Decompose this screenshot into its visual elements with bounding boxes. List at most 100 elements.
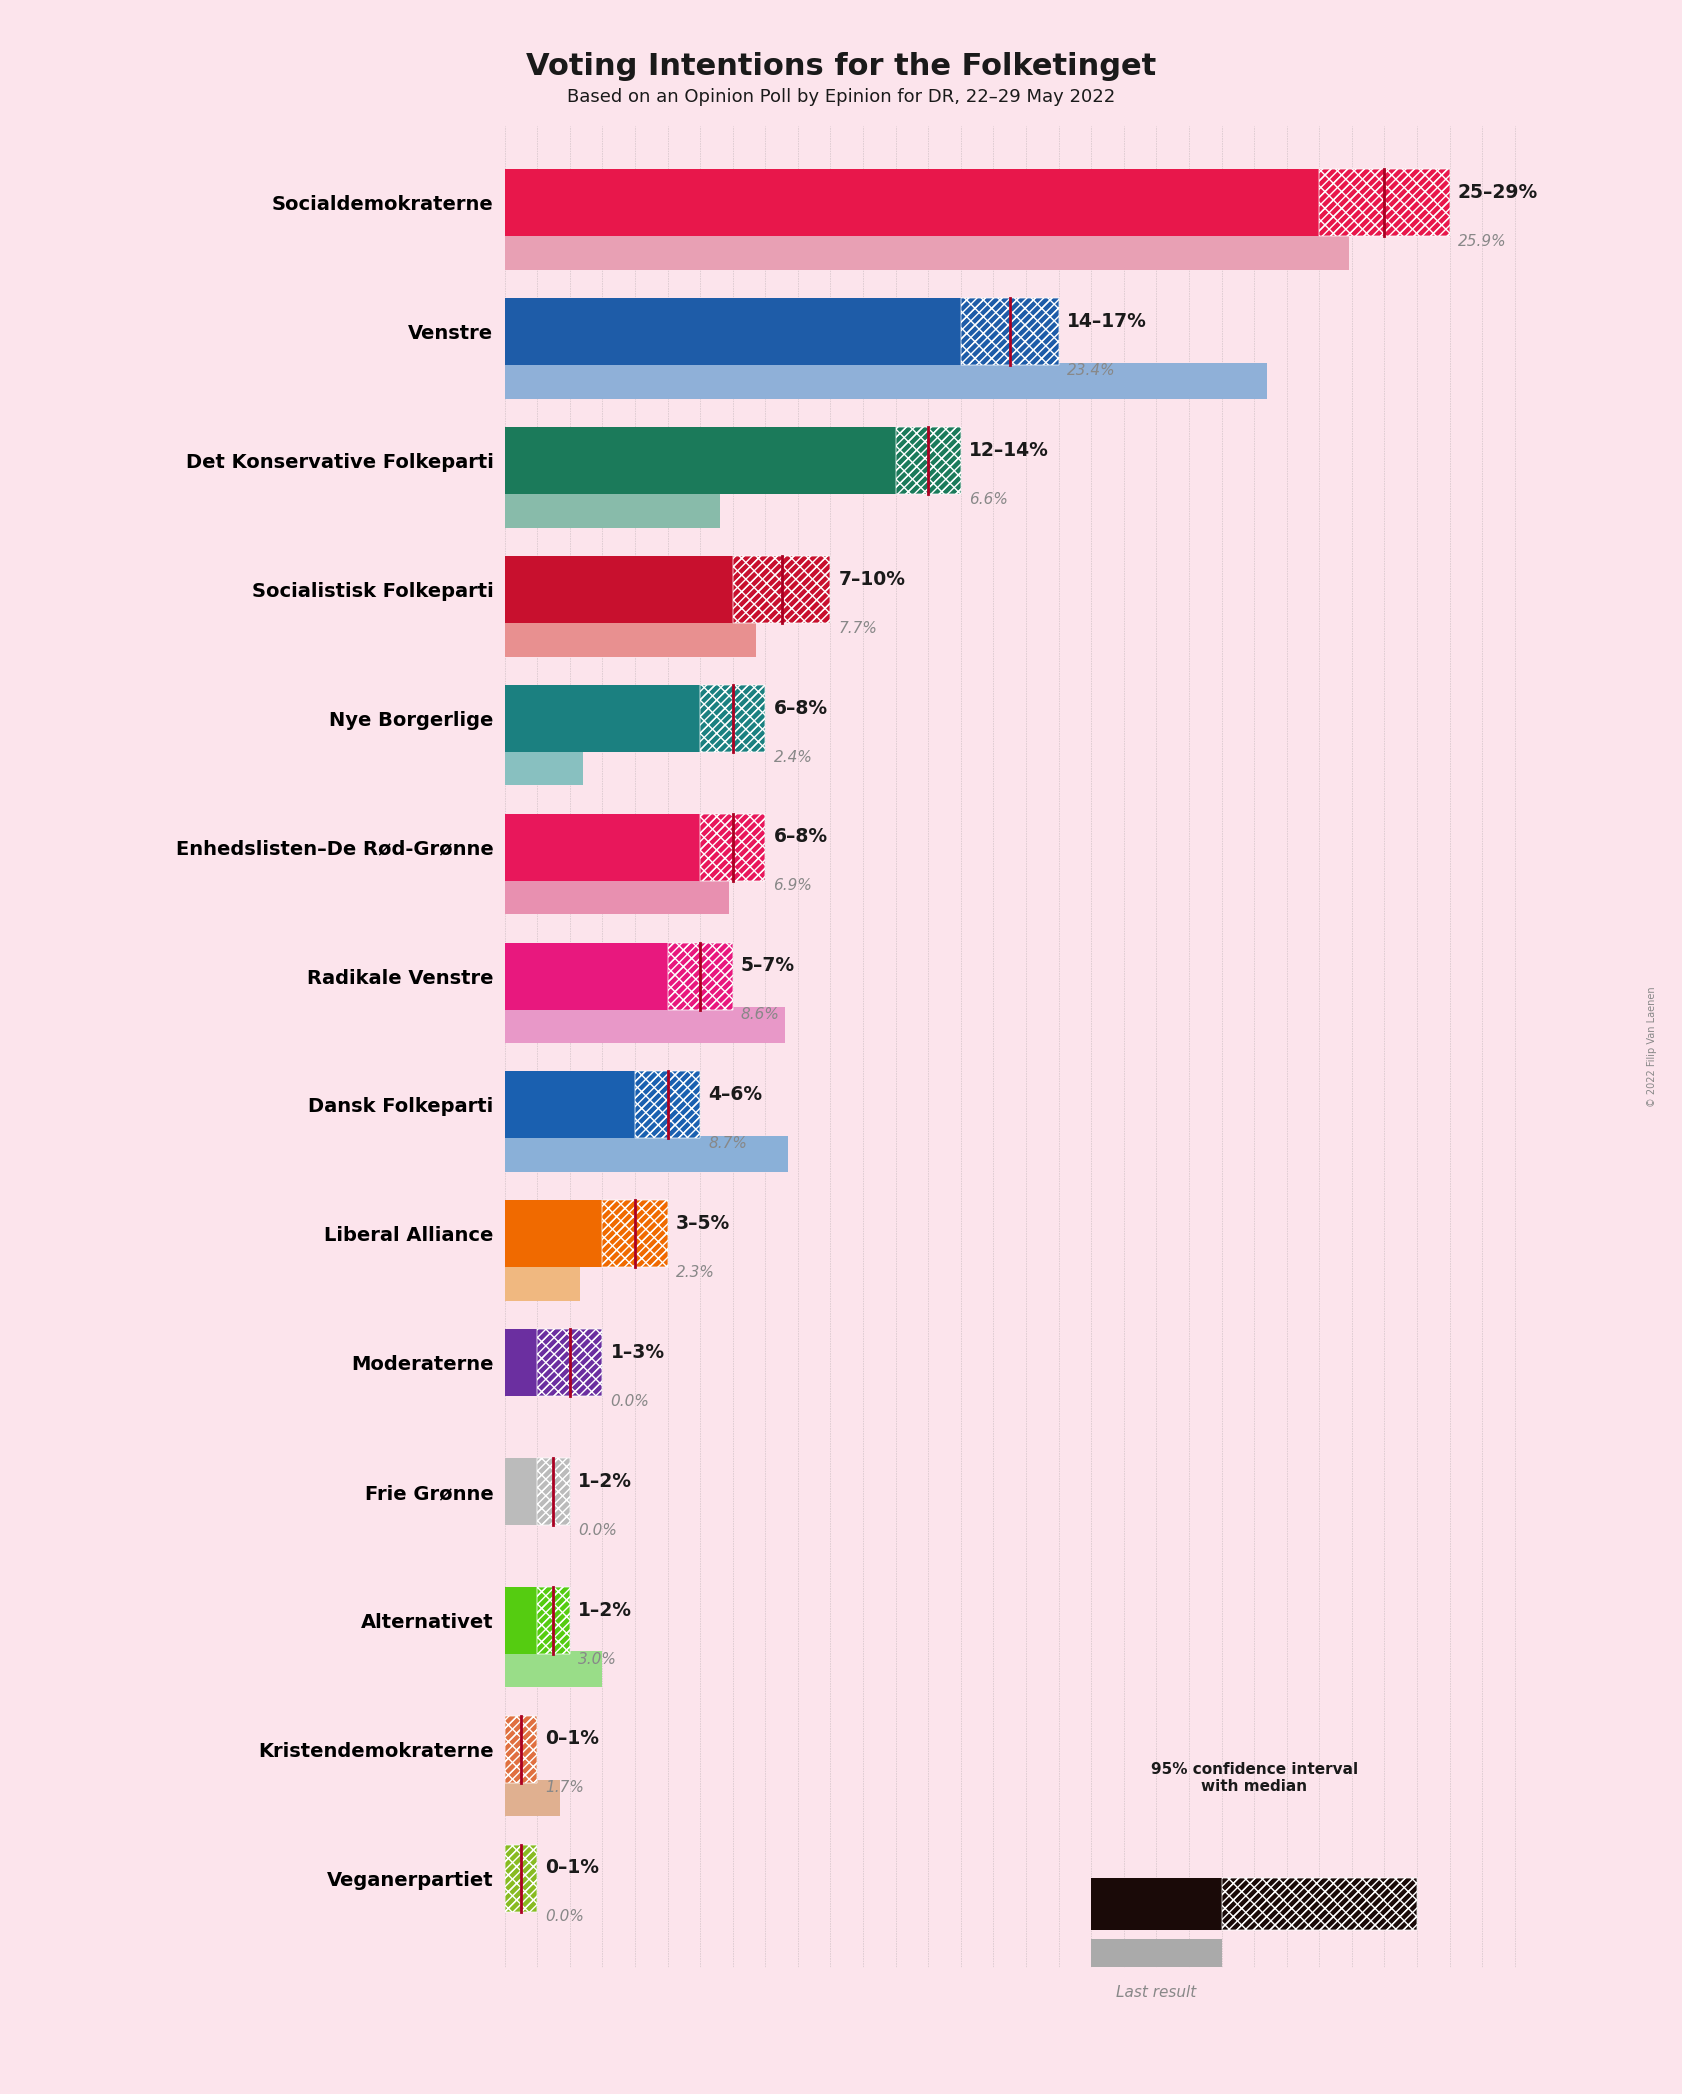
Text: 2.4%: 2.4%	[774, 750, 812, 764]
Text: Last result: Last result	[1117, 1985, 1196, 2000]
Bar	[505, 492, 720, 528]
Text: 5–7%: 5–7%	[740, 957, 796, 976]
Bar	[668, 942, 733, 1009]
Text: 6–8%: 6–8%	[774, 699, 828, 718]
Text: 0.0%: 0.0%	[611, 1395, 649, 1409]
Bar	[1092, 1939, 1221, 1966]
Bar	[505, 362, 1267, 398]
Text: 7.7%: 7.7%	[839, 620, 878, 637]
Text: 7–10%: 7–10%	[839, 570, 905, 588]
Bar	[505, 557, 733, 624]
Bar	[505, 1007, 785, 1043]
Bar	[537, 1330, 602, 1397]
Bar	[537, 1587, 570, 1654]
Bar	[960, 297, 1058, 364]
Bar	[505, 170, 1319, 237]
Bar	[1319, 170, 1450, 237]
Bar	[733, 557, 831, 624]
Bar	[700, 685, 765, 752]
Bar	[634, 1072, 700, 1139]
Bar	[537, 1587, 570, 1654]
Bar	[960, 297, 1058, 364]
Text: 1–2%: 1–2%	[579, 1600, 632, 1619]
Bar	[602, 1200, 668, 1267]
Bar	[960, 297, 1058, 364]
Bar	[505, 1457, 537, 1524]
Bar	[505, 750, 582, 785]
Text: 0.0%: 0.0%	[545, 1910, 584, 1924]
Text: 0–1%: 0–1%	[545, 1730, 599, 1748]
Text: © 2022 Filip Van Laenen: © 2022 Filip Van Laenen	[1647, 986, 1657, 1108]
Text: 0.0%: 0.0%	[579, 1522, 617, 1537]
Bar	[700, 685, 765, 752]
Text: Based on an Opinion Poll by Epinion for DR, 22–29 May 2022: Based on an Opinion Poll by Epinion for …	[567, 88, 1115, 107]
Bar	[895, 427, 960, 494]
Bar	[602, 1200, 668, 1267]
Bar	[505, 685, 700, 752]
Bar	[700, 685, 765, 752]
Text: 6.9%: 6.9%	[774, 877, 812, 894]
Bar	[505, 942, 668, 1009]
Bar	[895, 427, 960, 494]
Text: 2.3%: 2.3%	[676, 1265, 715, 1279]
Text: 4–6%: 4–6%	[708, 1085, 762, 1104]
Bar	[505, 1845, 537, 1912]
Bar	[634, 1072, 700, 1139]
Bar	[537, 1457, 570, 1524]
Bar	[1319, 170, 1450, 237]
Bar	[700, 815, 765, 882]
Bar	[668, 942, 733, 1009]
Bar	[1221, 1878, 1416, 1931]
Bar	[733, 557, 831, 624]
Text: 25–29%: 25–29%	[1458, 182, 1537, 203]
Text: 14–17%: 14–17%	[1066, 312, 1147, 331]
Text: 25.9%: 25.9%	[1458, 235, 1507, 249]
Bar	[505, 1780, 560, 1815]
Bar	[505, 1845, 537, 1912]
Bar	[505, 1200, 602, 1267]
Bar	[505, 1135, 789, 1173]
Bar	[505, 1715, 537, 1782]
Bar	[505, 297, 960, 364]
Text: 1.7%: 1.7%	[545, 1780, 584, 1795]
Bar	[505, 1715, 537, 1782]
Bar	[602, 1200, 668, 1267]
Bar	[1221, 1878, 1416, 1931]
Bar	[505, 877, 730, 915]
Bar	[537, 1457, 570, 1524]
Bar	[505, 1330, 537, 1397]
Bar	[505, 427, 895, 494]
Text: 23.4%: 23.4%	[1066, 362, 1115, 379]
Text: Voting Intentions for the Folketinget: Voting Intentions for the Folketinget	[526, 52, 1156, 82]
Text: 95% confidence interval
with median: 95% confidence interval with median	[1150, 1761, 1357, 1795]
Text: 6.6%: 6.6%	[969, 492, 1008, 507]
Bar	[505, 235, 1349, 270]
Bar	[1319, 170, 1450, 237]
Bar	[733, 557, 831, 624]
Bar	[895, 427, 960, 494]
Bar	[1092, 1878, 1221, 1931]
Bar	[505, 620, 755, 658]
Bar	[700, 815, 765, 882]
Text: 1–3%: 1–3%	[611, 1342, 664, 1361]
Bar	[537, 1330, 602, 1397]
Bar	[537, 1457, 570, 1524]
Bar	[634, 1072, 700, 1139]
Text: 8.7%: 8.7%	[708, 1137, 747, 1152]
Bar	[1221, 1878, 1416, 1931]
Bar	[505, 1715, 537, 1782]
Text: 6–8%: 6–8%	[774, 827, 828, 846]
Bar	[505, 815, 700, 882]
Bar	[668, 942, 733, 1009]
Text: 12–14%: 12–14%	[969, 442, 1050, 461]
Bar	[505, 1265, 580, 1300]
Bar	[505, 1587, 537, 1654]
Text: 3–5%: 3–5%	[676, 1215, 730, 1233]
Bar	[700, 815, 765, 882]
Text: 3.0%: 3.0%	[579, 1652, 617, 1667]
Bar	[505, 1072, 634, 1139]
Bar	[537, 1587, 570, 1654]
Bar	[505, 1652, 602, 1688]
Bar	[505, 1845, 537, 1912]
Text: 0–1%: 0–1%	[545, 1857, 599, 1878]
